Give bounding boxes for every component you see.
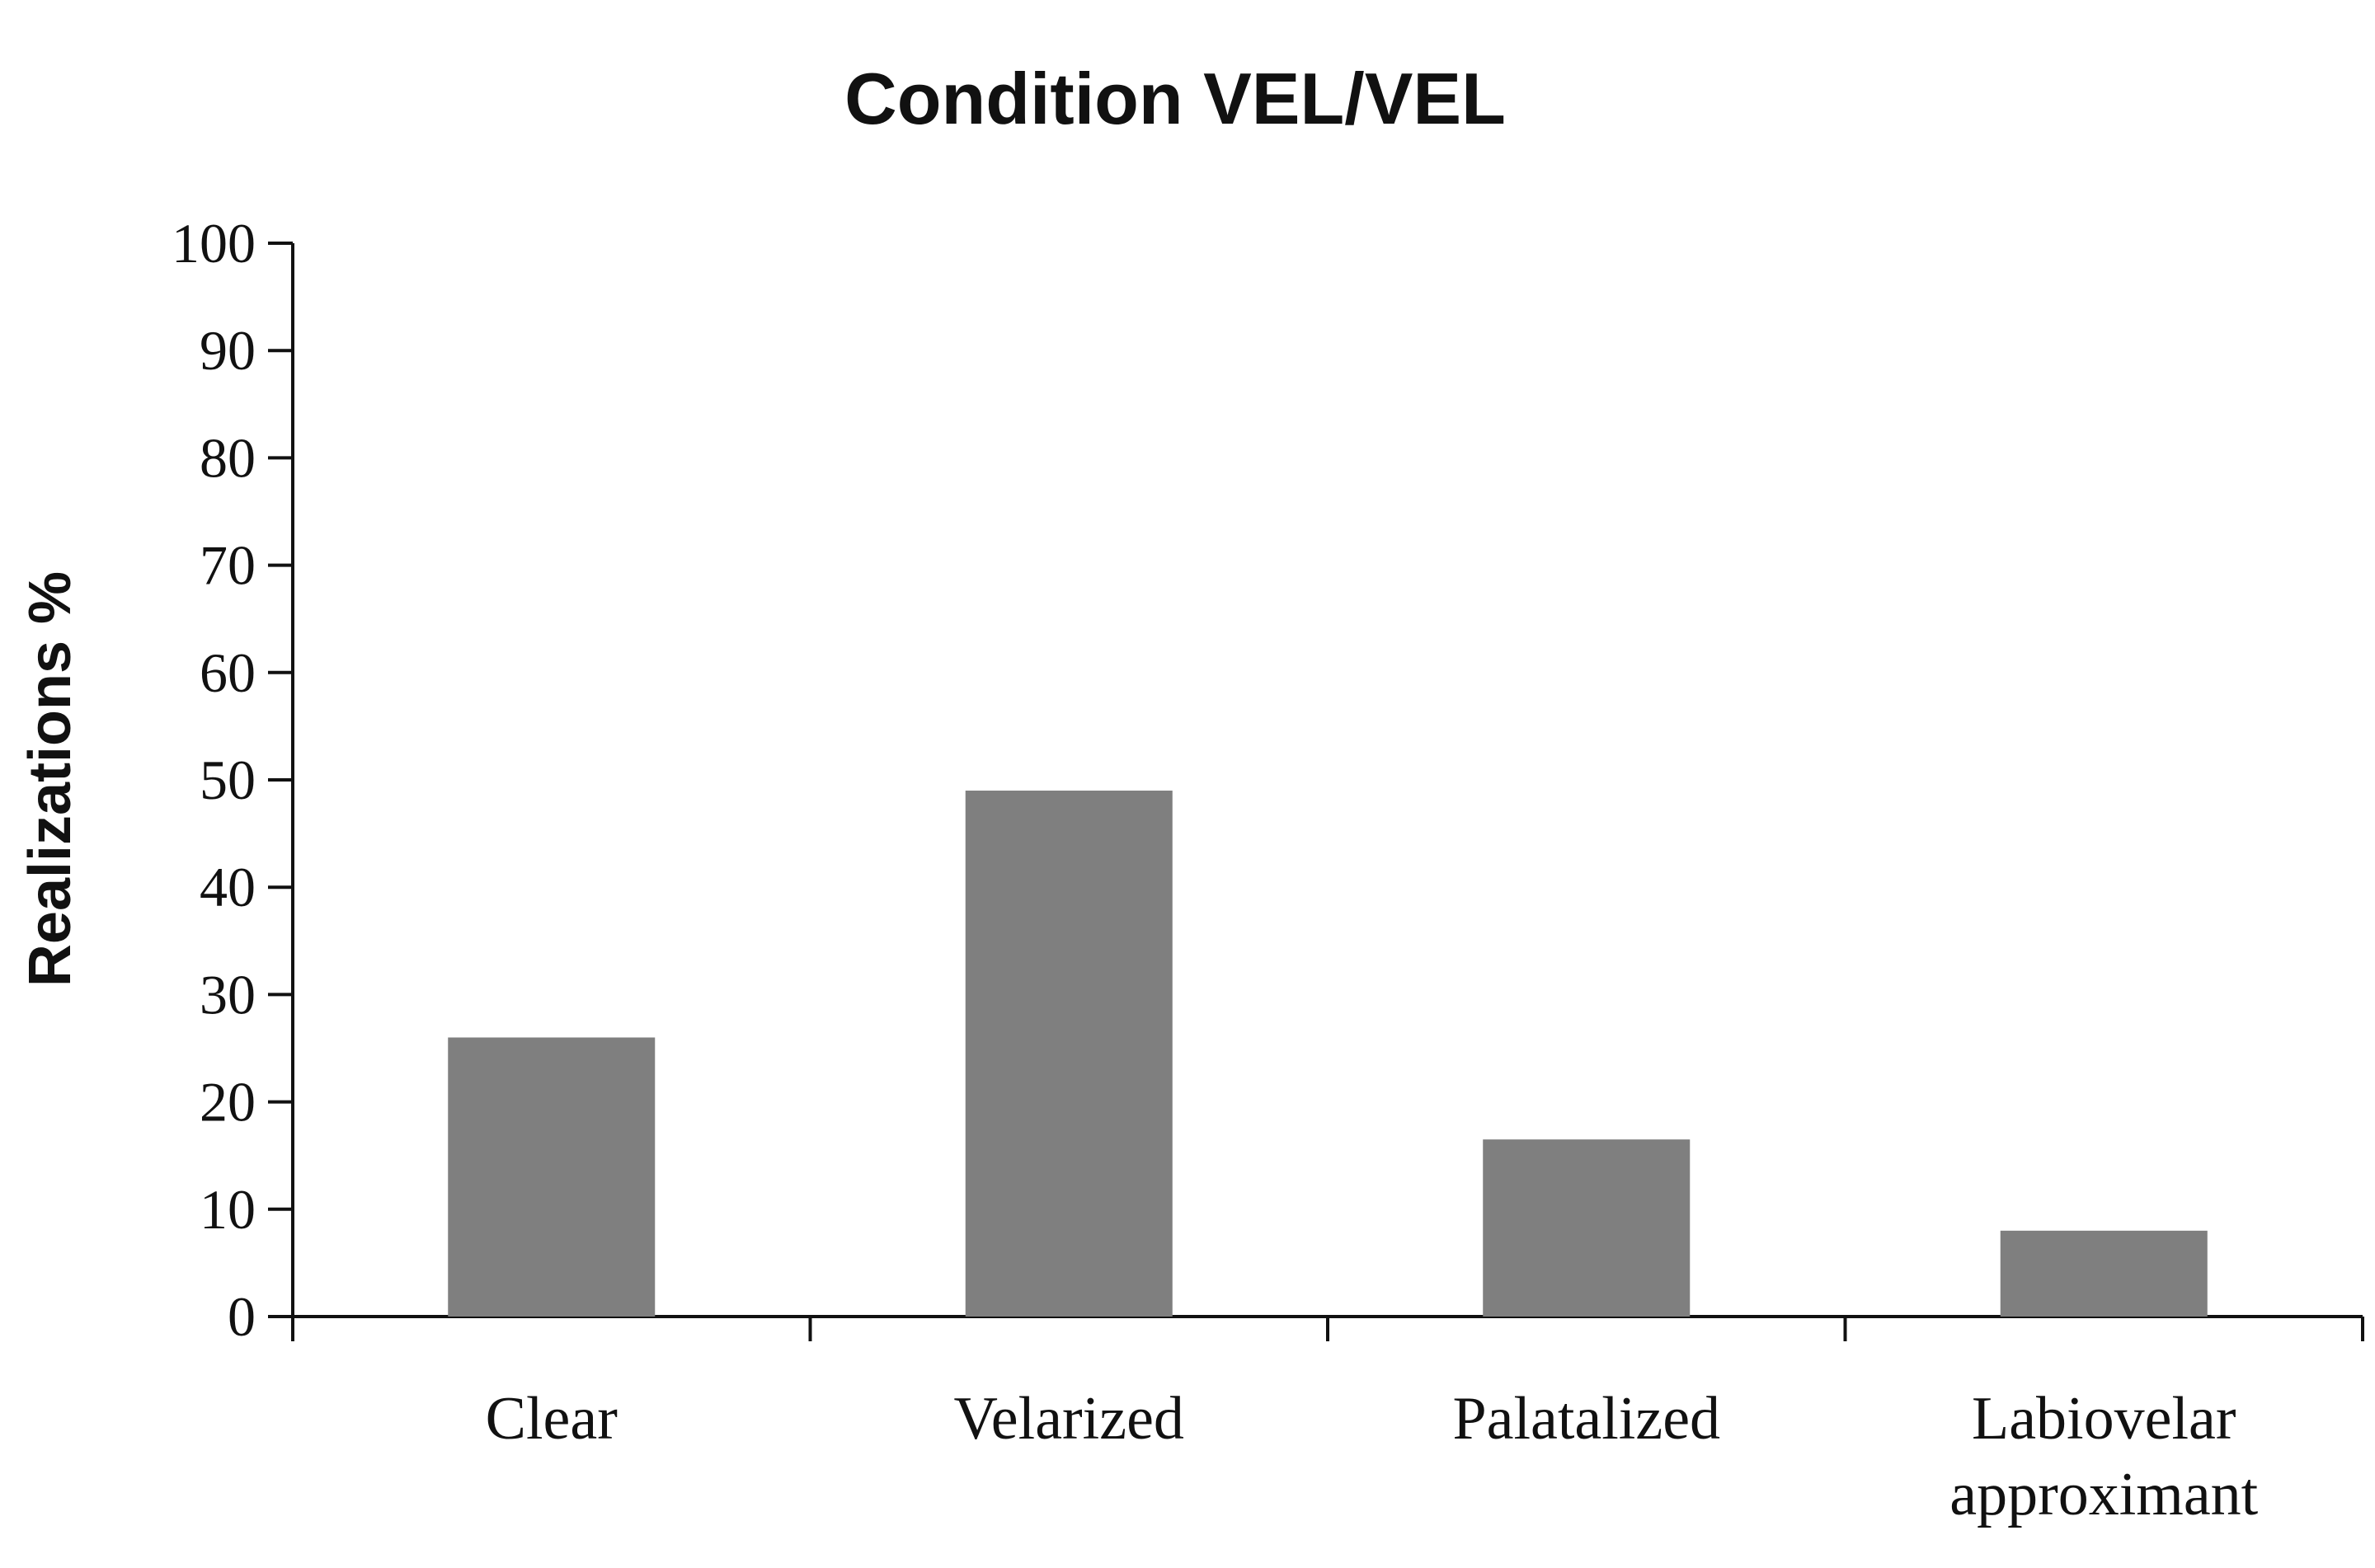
y-tick-label: 50 (200, 749, 256, 811)
y-tick-label: 0 (228, 1285, 256, 1348)
y-tick-label: 70 (200, 534, 256, 597)
y-tick-label: 40 (200, 856, 256, 918)
y-tick-label: 30 (200, 963, 256, 1026)
y-ticks: 0 10 20 30 40 50 60 70 80 90 100 (172, 212, 293, 1348)
bar-3 (2000, 1230, 2208, 1317)
x-ticks (291, 1317, 2364, 1341)
y-axis-label: Realizations % (17, 571, 83, 987)
bar-2 (1483, 1139, 1691, 1317)
x-tick-label-line: Palatalized (1452, 1385, 1720, 1453)
y-tick-label: 100 (172, 212, 256, 275)
x-tick-label: Velarized (954, 1385, 1184, 1453)
y-tick-label: 20 (200, 1071, 256, 1134)
x-tick-label-line: Labiovelar (1972, 1385, 2236, 1453)
x-labels: Clear Velarized Palatalized Labiovelar appro… (486, 1385, 2259, 1528)
bar-1 (965, 791, 1173, 1317)
x-tick-label-line: approximant (1949, 1461, 2258, 1528)
chart-title: Condition VEL/VEL (844, 58, 1506, 139)
bars (448, 791, 2208, 1317)
x-tick-label: Clear (486, 1385, 618, 1453)
x-tick-label-line: Clear (486, 1385, 618, 1453)
y-tick-label: 80 (200, 426, 256, 489)
bar-0 (448, 1037, 656, 1317)
x-tick-label: Labiovelar approximant (1949, 1385, 2258, 1528)
y-tick-label: 10 (200, 1178, 256, 1241)
x-tick-label-line: Velarized (954, 1385, 1184, 1453)
x-tick-label: Palatalized (1452, 1385, 1720, 1453)
y-tick-label: 90 (200, 319, 256, 382)
y-tick-label: 60 (200, 641, 256, 704)
